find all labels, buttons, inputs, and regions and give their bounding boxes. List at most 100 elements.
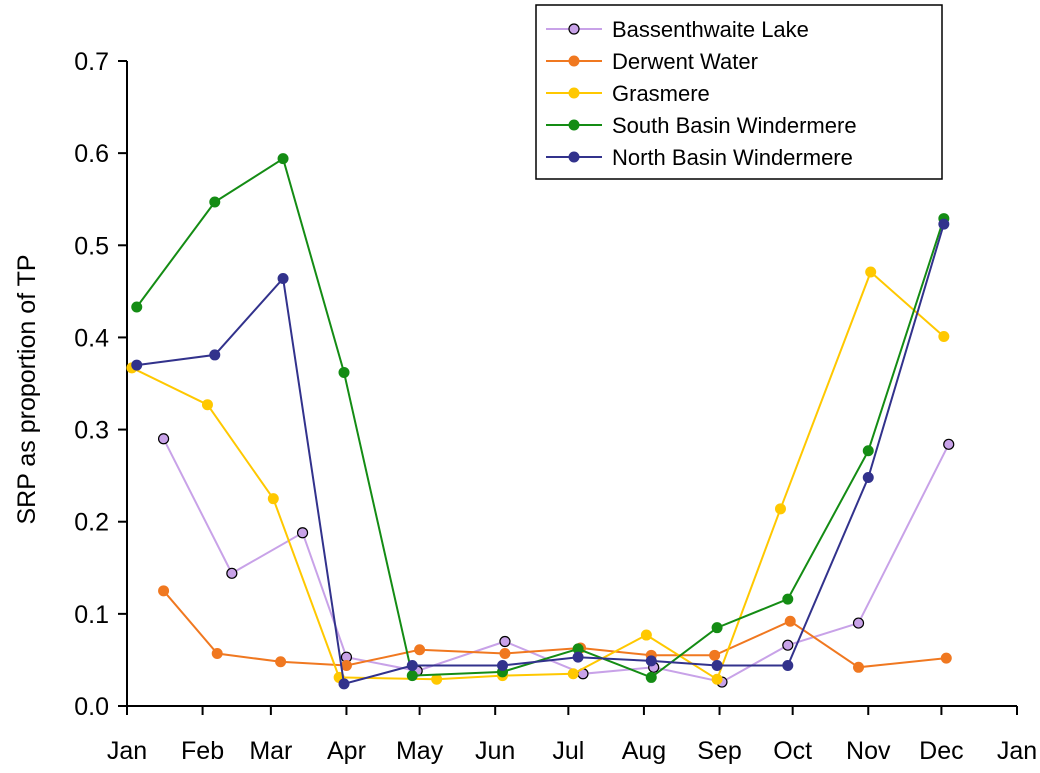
y-tick-label: 0.3 [74,417,109,445]
y-axis-title: SRP as proportion of TP [13,254,41,524]
data-point [267,493,279,505]
data-point [862,445,874,457]
data-point [338,678,350,690]
series [126,266,950,685]
y-tick-label: 0.4 [74,324,109,352]
data-point [567,668,579,680]
data-point [938,331,950,343]
legend-swatch-marker [568,119,580,131]
series [131,153,950,683]
legend-entry: South Basin Windermere [546,113,857,138]
legend-label: North Basin Windermere [612,145,853,170]
data-point [940,652,952,664]
data-point [782,659,794,671]
data-point [645,655,657,667]
x-tick-label: Nov [846,737,891,765]
series-line [162,438,950,684]
data-point [226,567,238,579]
data-point [943,438,955,450]
x-tick-label: May [396,737,444,765]
series-line [136,223,945,686]
series [157,433,955,688]
data-point [938,218,950,230]
series-layer [126,153,955,690]
legend-entry: Derwent Water [546,49,758,74]
data-point [158,585,170,597]
data-point [406,659,418,671]
data-point [431,673,443,685]
data-point [782,639,794,651]
legend-swatch-marker [568,87,580,99]
x-tick-label: Aug [622,737,666,765]
series-line [135,157,945,679]
data-point [296,527,309,539]
legend-entry: Bassenthwaite Lake [546,17,809,42]
x-tick-label: Apr [327,737,366,765]
series [131,218,950,690]
legend-label: Grasmere [612,81,710,106]
y-tick-label: 0.7 [74,48,109,76]
legend-label: Bassenthwaite Lake [612,17,809,42]
data-point [277,272,289,284]
data-point [711,659,723,671]
y-tick-label: 0.5 [74,232,109,260]
data-point [201,399,213,411]
data-point [711,622,723,634]
x-tick-label: Feb [181,737,224,765]
data-point [572,651,584,663]
data-point [865,266,877,278]
legend-swatch-marker [568,23,580,35]
data-point [209,349,221,361]
x-tick-label: Jul [552,737,584,765]
x-tick-label: Jan [107,737,147,765]
y-ticks: 0.0 0.1 0.2 0.3 0.4 0.5 0.6 0.7 [74,48,127,721]
data-point [157,433,170,445]
data-point [414,644,426,656]
legend-box [535,4,943,180]
data-point [645,671,657,683]
series-line [162,590,947,669]
y-tick-label: 0.6 [74,140,109,168]
x-ticks: Jan Feb Mar Apr May Jun Jul Aug Sep Oct Nov Dec Jan [107,706,1037,765]
data-point [499,647,511,659]
data-point [338,366,350,378]
series-line [131,270,945,681]
data-point [211,647,223,659]
legend: Bassenthwaite Lake Derwent Water Grasmere S… [535,4,943,180]
data-point [782,593,794,605]
legend-entry: North Basin Windermere [546,145,853,170]
legend-swatch-marker [568,151,580,163]
x-tick-label: Jan [997,737,1037,765]
data-point [131,301,143,313]
x-tick-label: Oct [773,737,812,765]
legend-label: Derwent Water [612,49,758,74]
data-point [852,617,865,629]
x-tick-label: Jun [475,737,515,765]
data-point [784,615,796,627]
data-point [709,649,721,661]
x-tick-label: Mar [249,737,292,765]
data-point [711,673,723,685]
data-point [774,503,786,515]
legend-label: South Basin Windermere [612,113,857,138]
data-point [499,635,511,648]
data-point [209,196,221,208]
data-point [275,656,287,668]
x-tick-label: Dec [919,737,963,765]
data-point [862,471,874,483]
legend-items: Bassenthwaite Lake Derwent Water Grasmere S… [546,17,857,170]
y-tick-label: 0.1 [74,601,109,629]
axes: 0.0 0.1 0.2 0.3 0.4 0.5 0.6 0.7 Jan Feb Mar Apr May… [74,48,1037,765]
data-point [340,659,352,671]
legend-swatch-marker [568,55,580,67]
y-tick-label: 0.0 [74,693,109,721]
data-point [853,661,865,673]
data-point [497,659,509,671]
data-point [406,670,418,682]
data-point [131,359,143,371]
y-tick-label: 0.2 [74,509,109,537]
x-tick-label: Sep [697,737,741,765]
data-point [277,153,289,165]
legend-entry: Grasmere [546,81,710,106]
